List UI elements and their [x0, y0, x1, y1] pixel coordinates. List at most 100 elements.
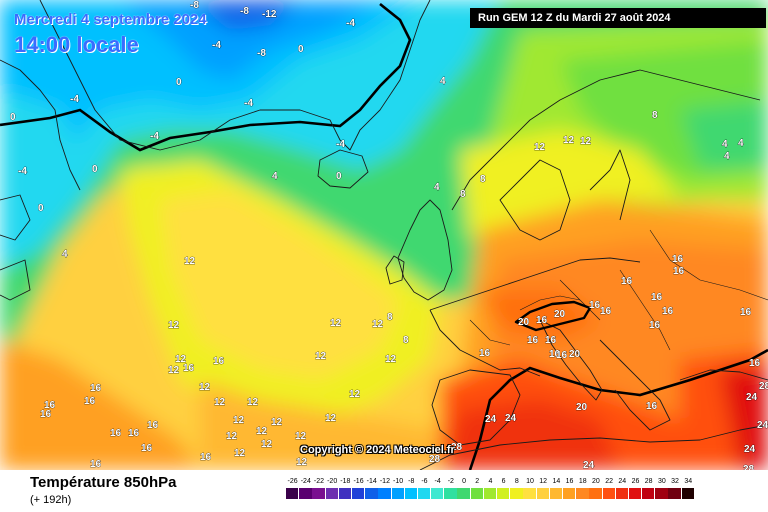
- temperature-label: 20: [576, 402, 588, 413]
- temperature-label: 16: [600, 306, 612, 317]
- temperature-label: 4: [272, 171, 278, 182]
- scale-color-box: [615, 488, 629, 499]
- scale-tick-label: -8: [408, 478, 415, 485]
- scale-color-box: [668, 488, 681, 499]
- temperature-label: 8: [460, 189, 466, 200]
- scale-tick-label: 0: [462, 478, 466, 485]
- temperature-label: -4: [18, 166, 27, 177]
- scale-tick-label: 30: [657, 478, 666, 485]
- temperature-label: 28: [759, 381, 768, 392]
- scale-color-box: [483, 488, 497, 499]
- temperature-label: 12: [372, 319, 384, 330]
- temperature-label: 24: [746, 392, 758, 403]
- scale-tick-label: -16: [353, 478, 364, 485]
- parameter-title: Température 850hPa: [30, 474, 177, 491]
- temperature-label: 16: [536, 315, 548, 326]
- temperature-label: 16: [649, 320, 661, 331]
- temperature-label: 16: [673, 266, 685, 277]
- scale-color-box: [523, 488, 536, 499]
- temperature-label: 24: [583, 460, 595, 470]
- scale-color-box: [312, 488, 325, 499]
- temperature-label: 0: [336, 171, 342, 182]
- temperature-label: 12: [296, 457, 308, 468]
- scale-tick-labels: -26 -24 -22 -20 -18 -16 -14 -12 -10 -8 -6 -4 -2 0 2 4 6 8…: [286, 478, 695, 485]
- isotherm-contours: [0, 2, 768, 470]
- temperature-label: 28: [743, 464, 755, 470]
- scale-color-box: [628, 488, 642, 499]
- temperature-label: 12: [234, 448, 246, 459]
- temperature-label: 12: [385, 354, 397, 365]
- scale-color-box: [404, 488, 418, 499]
- temperature-label: 16: [556, 350, 568, 361]
- run-info-banner: Run GEM 12 Z du Mardi 27 août 2024: [470, 8, 766, 28]
- scale-color-box: [338, 488, 352, 499]
- scale-color-box: [549, 488, 563, 499]
- scale-tick-label: 28: [644, 478, 653, 485]
- temperature-label: 0: [298, 44, 304, 55]
- temperature-label: 12: [534, 142, 546, 153]
- scale-color-box: [562, 488, 576, 499]
- temperature-label: 12: [330, 318, 342, 329]
- temperature-label: 16: [749, 358, 761, 369]
- temperature-label: 12: [325, 413, 337, 424]
- temperature-label: 12: [168, 320, 180, 331]
- temperature-label: 16: [110, 428, 122, 439]
- temperature-label: -4: [244, 98, 253, 109]
- scale-color-box: [444, 488, 457, 499]
- temperature-label: 16: [545, 335, 557, 346]
- scale-tick-label: -6: [421, 478, 428, 485]
- temperature-label: 16: [549, 349, 561, 360]
- temperature-label: 20: [518, 317, 530, 328]
- scale-tick-label: -20: [327, 478, 338, 485]
- scale-tick-label: -18: [340, 478, 351, 485]
- temperature-label: 20: [569, 349, 581, 360]
- temperature-label: 4: [440, 76, 446, 87]
- scale-tick-label: 2: [475, 478, 480, 485]
- temperature-label: 16: [200, 452, 212, 463]
- temperature-label: 12: [256, 426, 268, 437]
- temperature-label: 12: [271, 417, 283, 428]
- temperature-label: 28: [429, 454, 441, 465]
- temperature-label: -4: [346, 18, 355, 29]
- temperature-label: 16: [213, 356, 225, 367]
- temperature-label: -4: [70, 94, 79, 105]
- scale-tick-label: 8: [514, 478, 519, 485]
- temperature-label: 16: [646, 401, 658, 412]
- temperature-label: -4: [336, 139, 345, 150]
- temperature-label: 16: [662, 306, 674, 317]
- temperature-label: 12: [226, 431, 238, 442]
- temperature-label: 16: [183, 363, 195, 374]
- scale-color-box: [536, 488, 549, 499]
- temperature-label: 12: [261, 439, 273, 450]
- temperature-label: -4: [150, 131, 159, 142]
- temperature-label: 12: [349, 389, 361, 400]
- temperature-label: 12: [247, 397, 259, 408]
- scale-tick-label: -10: [393, 478, 404, 485]
- temperature-label: 4: [738, 138, 744, 149]
- temperature-label: 20: [554, 309, 566, 320]
- scale-tick-label: 32: [671, 478, 679, 485]
- scale-tick-label: -22: [313, 478, 325, 485]
- scale-color-box: [642, 488, 655, 499]
- temperature-label: 4: [434, 182, 440, 193]
- scale-tick-label: 4: [488, 478, 493, 485]
- temperature-label: 4: [722, 139, 728, 150]
- temperature-label: 16: [651, 292, 663, 303]
- scale-tick-label: 24: [618, 478, 627, 485]
- temperature-label: 12: [184, 256, 196, 267]
- scale-color-box: [378, 488, 391, 499]
- scale-color-box: [470, 488, 484, 499]
- scale-tick-label: 6: [501, 478, 506, 485]
- temperature-label: 16: [147, 420, 159, 431]
- scale-tick-label: 12: [539, 478, 548, 485]
- temperature-label: 24: [757, 420, 768, 431]
- temperature-label: 12: [233, 415, 245, 426]
- temperature-label: 16: [90, 459, 102, 470]
- temperature-label: 4: [724, 151, 730, 162]
- temperature-label: 16: [479, 348, 491, 359]
- temperature-label: 16: [740, 307, 752, 318]
- temperature-label: -4: [212, 40, 221, 51]
- temperature-label: 8: [387, 312, 393, 323]
